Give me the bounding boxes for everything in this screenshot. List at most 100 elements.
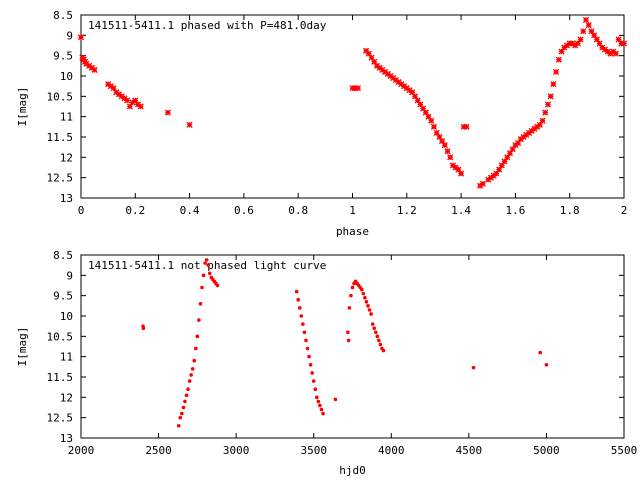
unphased-y-axis-title: I[mag] [16, 327, 29, 367]
phased-data-point [620, 40, 628, 47]
unphased-data-point [307, 354, 311, 359]
unphased-data-point [538, 350, 543, 355]
unphased-data-point [373, 330, 378, 335]
phased-data-point [506, 150, 514, 157]
phased-data-point [577, 36, 584, 43]
phased-y-tick-label: 12.5 [47, 172, 74, 185]
unphased-data-point [316, 399, 321, 404]
phased-data-point [124, 97, 131, 104]
unphased-data-point [304, 338, 308, 343]
unphased-y-tick-label: 11 [60, 351, 73, 364]
phased-y-tick-label: 9 [66, 29, 73, 42]
unphased-data-point [198, 302, 203, 306]
phased-x-tick-label: 1.6 [505, 204, 525, 217]
unphased-y-tick-label: 8.5 [53, 249, 73, 262]
unphased-data-point [186, 387, 190, 392]
unphased-data-point [333, 397, 338, 402]
phased-data-point [441, 142, 448, 149]
phased-data-point [463, 123, 470, 130]
unphased-y-tick-label: 12 [60, 391, 73, 404]
unphased-y-tick-label: 9.5 [53, 290, 73, 303]
unphased-data-point [181, 405, 186, 410]
unphased-data-point [350, 285, 355, 290]
unphased-data-point [184, 393, 189, 398]
phased-y-tick-label: 10.5 [47, 90, 74, 103]
unphased-data-point [311, 379, 316, 383]
unphased-data-point [302, 330, 307, 335]
phased-data-point [593, 36, 600, 43]
phased-data-point [444, 148, 451, 155]
unphased-data-point [297, 306, 302, 310]
unphased-data-point [363, 295, 367, 300]
unphased-data-point [381, 348, 386, 353]
phased-data-point [479, 180, 486, 187]
phased-x-tick-label: 1 [349, 204, 356, 217]
unphased-data-point [310, 371, 314, 375]
unphased-y-tick-label: 10.5 [47, 330, 74, 343]
unphased-data-point [201, 273, 206, 278]
phased-x-tick-label: 0.4 [180, 204, 200, 217]
phased-data-point [547, 93, 554, 100]
phased-data-point [553, 68, 560, 75]
phased-data-point [544, 101, 552, 108]
phased-plot-frame [80, 14, 625, 199]
unphased-y-tick-label: 9 [66, 269, 73, 282]
phased-data-point [428, 117, 435, 124]
phased-y-tick-label: 9.5 [53, 50, 73, 63]
phased-data-point [580, 28, 587, 35]
unphased-data-point [370, 322, 375, 326]
phased-y-axis-title: I[mag] [16, 87, 29, 127]
phased-data-point [612, 50, 619, 57]
unphased-data-point [141, 326, 146, 331]
unphased-x-tick-label: 3500 [300, 444, 327, 457]
unphased-y-tick-label: 10 [60, 310, 73, 323]
phased-data-point [555, 56, 562, 63]
unphased-data-point [308, 363, 313, 367]
unphased-data-point [544, 363, 549, 367]
unphased-x-tick-label: 4500 [456, 444, 483, 457]
unphased-data-point [204, 258, 209, 262]
unphased-data-point [305, 346, 310, 351]
unphased-data-point [349, 293, 353, 298]
unphased-x-tick-label: 2000 [68, 444, 95, 457]
unphased-data-point [180, 411, 184, 416]
unphased-data-point [183, 399, 187, 404]
unphased-data-point [377, 338, 381, 343]
phased-data-point [430, 123, 438, 130]
phased-data-point [164, 109, 171, 116]
phased-data-point [186, 121, 193, 128]
unphased-data-point [296, 297, 301, 302]
unphased-data-point [194, 346, 198, 351]
phased-y-tick-label: 10 [60, 70, 73, 83]
phased-x-tick-label: 0 [78, 204, 85, 217]
unphased-data-point [369, 312, 373, 316]
phased-data-point [91, 66, 98, 73]
unphased-x-tick-label: 4000 [378, 444, 405, 457]
phased-data-point [425, 113, 432, 120]
unphased-data-point [207, 271, 212, 276]
unphased-data-point [176, 424, 181, 428]
unphased-data-point [319, 407, 324, 412]
unphased-plot-frame [80, 254, 625, 439]
unphased-data-point [192, 358, 197, 363]
phased-data-point [455, 166, 462, 173]
unphased-data-point [375, 334, 380, 339]
unphased-data-point [321, 411, 325, 416]
unphased-x-tick-label: 3000 [223, 444, 250, 457]
unphased-data-point [346, 330, 350, 335]
unphased-data-point [190, 367, 195, 371]
unphased-data-point [206, 263, 211, 267]
phased-x-tick-label: 2 [621, 204, 628, 217]
phased-x-tick-label: 0.2 [125, 204, 145, 217]
phased-data-point [496, 166, 503, 173]
unphased-y-tick-label: 13 [60, 432, 73, 445]
phased-data-point [365, 50, 372, 57]
unphased-data-point [294, 289, 299, 294]
unphased-data-point [471, 365, 476, 370]
phased-data-point [539, 117, 546, 124]
phased-x-axis-title: phase [336, 225, 369, 238]
unphased-x-tick-label: 5000 [533, 444, 560, 457]
unphased-data-point [360, 287, 364, 292]
phased-data-point [585, 22, 592, 29]
